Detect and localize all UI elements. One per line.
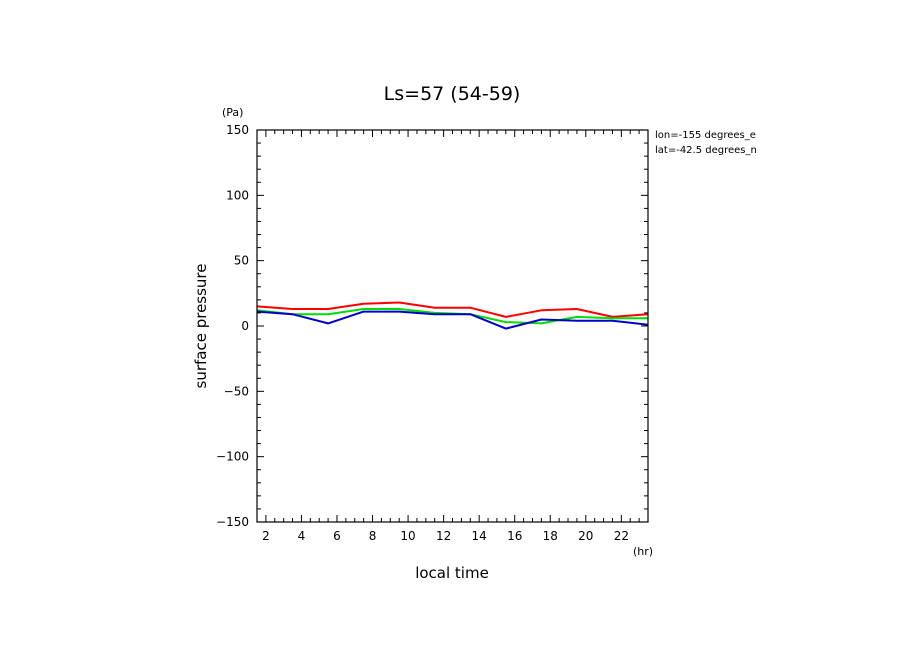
ticks-layer: 150 100 50 0 −50 −100 −150 2 4 6 8 10 12 14 16 18 20 22 [216, 123, 648, 543]
x-tick-label: 8 [369, 529, 377, 543]
annotation-lat: lat=-42.5 degrees_n [655, 145, 757, 156]
chart-title: Ls=57 (54-59) [384, 83, 521, 105]
x-tick-label: 12 [436, 529, 451, 543]
x-unit-label: (hr) [633, 545, 653, 558]
y-tick-label: 150 [226, 123, 249, 137]
y-tick-label: 0 [241, 319, 249, 333]
x-tick-label: 10 [400, 529, 415, 543]
series-layer [256, 301, 649, 330]
x-tick-label: 22 [614, 529, 629, 543]
y-tick-label: 50 [234, 254, 249, 268]
series-line-3 [256, 310, 649, 330]
x-tick-label: 14 [472, 529, 487, 543]
y-tick-label: 100 [226, 188, 249, 202]
plot-frame [256, 129, 649, 523]
x-tick-label: 18 [543, 529, 558, 543]
annotation-lon: lon=-155 degrees_e [655, 130, 756, 141]
x-tick-label: 2 [262, 529, 270, 543]
y-tick-label: −50 [224, 384, 249, 398]
x-tick-label: 20 [578, 529, 593, 543]
x-axis-label: local time [415, 564, 489, 582]
y-unit-label: (Pa) [222, 106, 243, 119]
series-line-1 [256, 301, 649, 318]
y-tick-label: −100 [216, 450, 249, 464]
y-axis-label: surface pressure [192, 264, 210, 389]
y-tick-label: −150 [216, 515, 249, 529]
x-tick-label: 16 [507, 529, 522, 543]
x-tick-label: 4 [298, 529, 306, 543]
x-tick-label: 6 [333, 529, 341, 543]
